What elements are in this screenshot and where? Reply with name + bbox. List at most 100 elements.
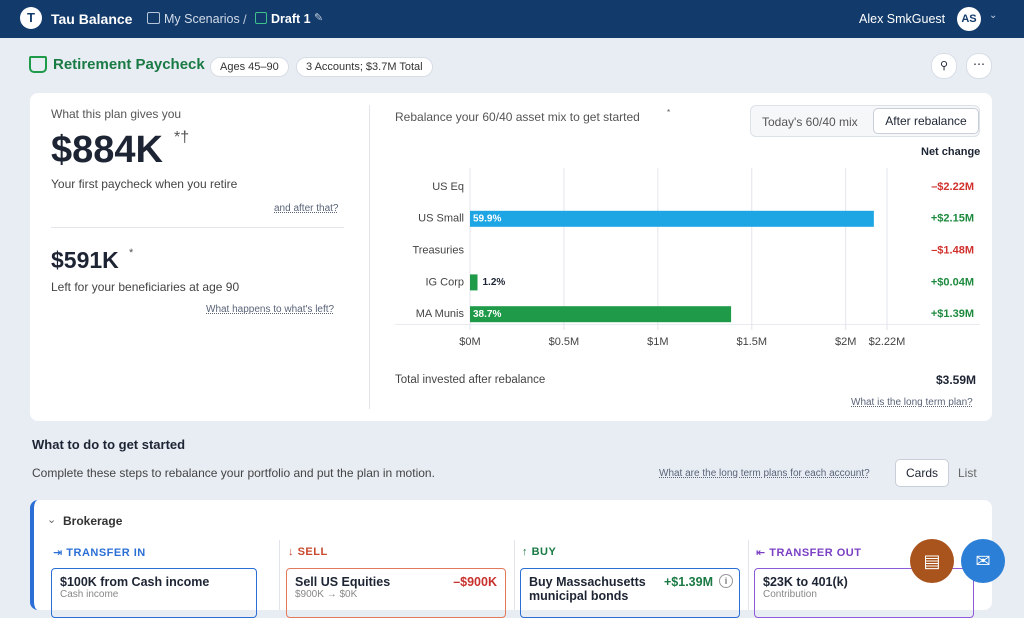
after-link[interactable]: and after that? [274,203,339,214]
divider [395,324,980,325]
left-link[interactable]: What happens to what's left? [206,304,335,315]
steps-description: Complete these steps to rebalance your p… [32,466,435,480]
y-tick-label: Treasuries [412,245,464,257]
net-change: +$0.04M [931,276,974,288]
step-sub: Cash income [60,589,119,600]
chart: $0M $0.5M $1M $1.5M $2M $2.22M US Eq –$2.22M US … [412,168,974,348]
paycheck-icon [29,56,47,73]
net-change: –$2.22M [931,181,974,193]
account-name[interactable]: Brokerage [63,514,123,528]
column-heading-text: SELL [297,546,328,558]
step-sub: $900K → $0K [295,589,358,600]
column-heading-text: TRANSFER OUT [769,547,862,559]
account-card: ⌄ Brokerage ⇥ TRANSFER IN $100K from Cas… [30,500,992,618]
plans-link[interactable]: What are the long term plans for each ac… [659,468,870,479]
step-title: Buy Massachusetts municipal bonds [529,575,646,603]
divider [51,227,344,228]
profile-button[interactable]: ⚲ [931,53,957,79]
step-card[interactable]: Buy Massachusetts municipal bonds +$1.39M… [520,568,740,618]
more-button[interactable]: ⋯ [966,53,992,79]
column-heading: ⇥ TRANSFER IN [53,547,146,559]
x-tick-label: $0M [459,336,480,348]
step-column: ↓ SELL Sell US Equities –$900K $900K → $0K [286,540,508,618]
avatar[interactable]: AS [957,7,981,31]
logo[interactable]: T [20,7,42,29]
divider [369,105,370,409]
draft-icon [255,12,267,24]
scenarios-link[interactable]: My Scenarios [164,12,240,26]
x-tick-label: $1.5M [736,336,767,348]
net-change: +$1.39M [931,308,974,320]
divider [514,540,515,610]
step-title: $100K from Cash income [60,575,210,589]
column-heading: ⇤ TRANSFER OUT [756,547,862,559]
collapse-caret[interactable]: ⌄ [47,514,57,526]
toggle-option[interactable]: Today's 60/40 mix [762,115,858,129]
net-change: +$2.15M [931,213,974,225]
step-title: $23K to 401(k) [763,575,848,589]
net-change-header: Net change [921,146,981,158]
step-column: ↑ BUY Buy Massachusetts municipal bonds +… [520,540,742,618]
step-amount: +$1.39M [664,575,713,589]
summary-label: What this plan gives you [51,107,182,121]
step-title: Sell US Equities [295,575,391,589]
legacy-caption: Left for your beneficiaries at age 90 [51,280,240,294]
cards-view-button[interactable]: Cards [895,459,949,487]
column-heading-text: BUY [531,546,557,558]
user-menu-caret[interactable]: ⌄ [989,10,998,21]
breadcrumb-separator: / [243,12,247,27]
user-name[interactable]: Alex SmkGuest [859,12,946,26]
scenarios-icon [147,12,160,24]
y-tick-label: US Eq [432,181,464,193]
long-term-link[interactable]: What is the long term plan? [851,397,973,408]
step-card[interactable]: $100K from Cash income Cash income [51,568,257,618]
step-sub: Contribution [763,589,817,600]
step-amount: –$900K [453,575,497,589]
bar-label: 59.9% [473,213,501,224]
info-icon[interactable]: i [719,574,733,588]
brand[interactable]: Tau Balance [51,11,133,27]
legacy-amount: $591K [51,247,119,273]
edit-icon[interactable]: ✎ [314,12,324,24]
divider [748,540,749,610]
bar-label: 1.2% [483,277,506,288]
y-tick-label: US Small [418,213,464,225]
divider [279,540,280,610]
notes-fab[interactable]: ▤ [910,539,954,583]
badge: 3 Accounts; $3.7M Total [296,57,433,77]
step-card[interactable]: Sell US Equities –$900K $900K → $0K [286,568,506,618]
x-tick-label: $2M [835,336,856,348]
plan-card: What this plan gives you $884K *† Your f… [30,93,992,421]
x-tick-label: $0.5M [549,336,580,348]
list-view-button[interactable]: List [958,466,977,480]
paycheck-caption: Your first paycheck when you retire [51,177,238,191]
total-value: $3.59M [936,373,977,387]
bar [470,210,874,227]
x-tick-label: $2.22M [869,336,906,348]
footnote-mark: * [667,108,671,117]
badge: Ages 45–90 [210,57,289,77]
steps-title: What to do to get started [32,437,186,452]
step-column: ⇥ TRANSFER IN $100K from Cash income Cash… [51,540,273,618]
bar [470,274,478,291]
footnote-mark: *† [174,129,190,146]
net-change: –$1.48M [931,245,974,257]
total-label: Total invested after rebalance [395,374,546,386]
bar-label: 38.7% [473,309,501,320]
chart-title: Rebalance your 60/40 asset mix to get st… [395,110,640,124]
draft-name[interactable]: Draft 1 [271,12,311,26]
column-heading: ↑ BUY [522,546,557,558]
x-tick-label: $1M [647,336,668,348]
y-tick-label: MA Munis [416,308,465,320]
view-toggle: Today's 60/40 mix After rebalance [750,105,980,137]
top-nav: T Tau Balance My Scenarios / Draft 1 ✎ A… [0,0,1024,38]
paycheck-amount: $884K [51,129,163,171]
chat-fab[interactable]: ✉ [961,539,1005,583]
column-heading: ↓ SELL [288,546,328,558]
column-heading-text: TRANSFER IN [66,547,146,559]
footnote-mark: * [129,247,134,259]
toggle-option-active[interactable]: After rebalance [873,108,979,134]
page-title: Retirement Paycheck [53,56,205,73]
y-tick-label: IG Corp [425,276,464,288]
